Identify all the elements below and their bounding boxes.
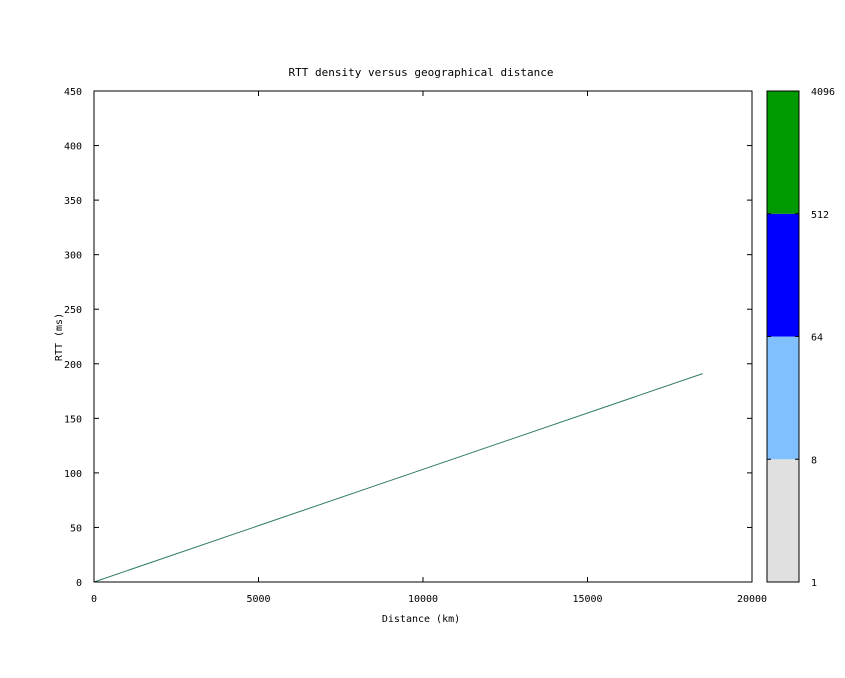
x-tick-label: 15000 xyxy=(572,594,602,605)
y-axis-label: RTT (ms) xyxy=(54,313,65,361)
x-axis-label: Distance (km) xyxy=(382,614,460,625)
x-axis: 0 5000 10000 15000 20000 xyxy=(91,91,767,605)
y-tick-label: 300 xyxy=(64,251,82,262)
y-tick-label: 150 xyxy=(64,414,82,425)
colorbar-tick-label: 4096 xyxy=(811,87,835,98)
reference-line xyxy=(93,373,703,583)
y-tick-label: 50 xyxy=(70,523,82,534)
colorbar-tick-label: 512 xyxy=(811,210,829,221)
colorbar-band xyxy=(767,91,799,214)
x-tick-label: 5000 xyxy=(246,594,270,605)
y-tick-label: 0 xyxy=(76,578,82,589)
y-tick-label: 450 xyxy=(64,87,82,98)
y-tick-label: 400 xyxy=(64,142,82,153)
y-axis: 0 50 100 150 200 250 300 350 400 450 xyxy=(64,87,752,589)
x-tick-label: 20000 xyxy=(737,594,767,605)
y-tick-label: 350 xyxy=(64,196,82,207)
colorbar-tick-label: 64 xyxy=(811,333,823,344)
colorbar: 1 8 64 512 4096 xyxy=(766,87,835,589)
plot-frame xyxy=(93,90,753,583)
y-tick-label: 100 xyxy=(64,469,82,480)
colorbar-band xyxy=(767,336,799,460)
colorbar-tick-label: 8 xyxy=(811,455,817,466)
x-tick-label: 10000 xyxy=(408,594,438,605)
colorbar-band xyxy=(767,459,799,582)
colorbar-band xyxy=(767,213,799,337)
y-tick-label: 250 xyxy=(64,305,82,316)
colorbar-tick-label: 1 xyxy=(811,578,817,589)
chart-title: RTT density versus geographical distance xyxy=(289,66,554,79)
x-tick-label: 0 xyxy=(91,594,97,605)
y-tick-label: 200 xyxy=(64,360,82,371)
